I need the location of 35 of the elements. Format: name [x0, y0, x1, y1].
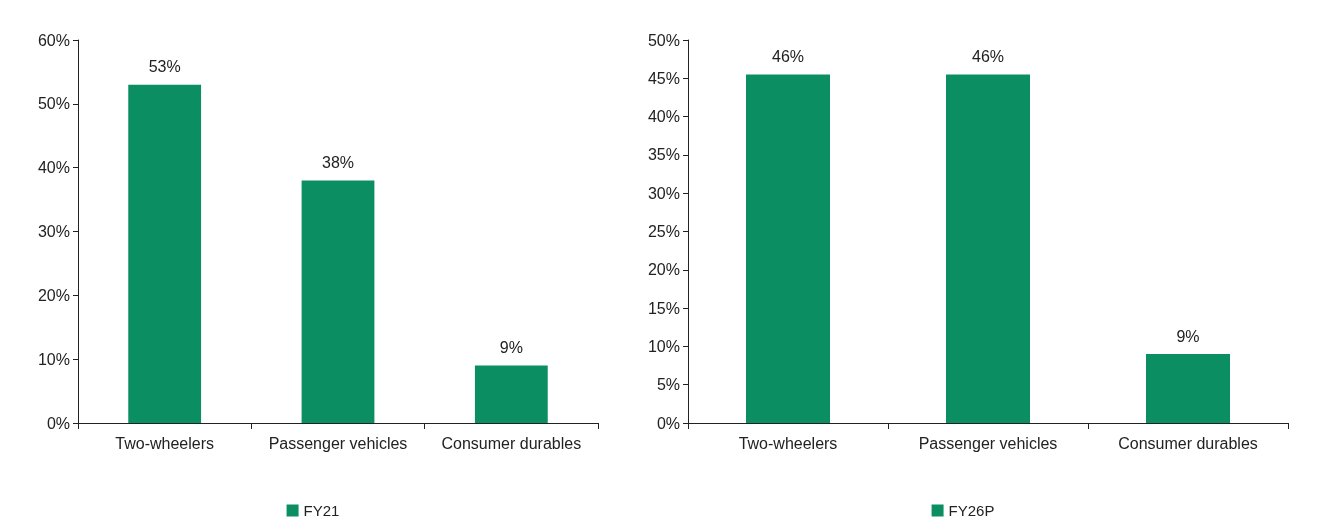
y-tick-label: 40%: [37, 159, 70, 177]
y-tick-label: 10%: [37, 350, 70, 368]
y-tick-label: 20%: [647, 261, 680, 279]
y-tick-label: 45%: [647, 69, 680, 87]
x-tick-label: Two-wheelers: [738, 434, 838, 452]
y-tick-label: 0%: [46, 414, 70, 432]
data-label: 9%: [1176, 327, 1200, 345]
legend-label: FY26P: [948, 502, 995, 519]
x-tick-label: Consumer durables: [441, 434, 582, 452]
y-tick-label: 20%: [37, 286, 70, 304]
y-tick-label: 5%: [656, 376, 680, 394]
y-tick-label: 10%: [647, 337, 680, 355]
x-tick-label: Two-wheelers: [115, 434, 215, 452]
x-tick-label: Consumer durables: [1118, 434, 1258, 452]
y-tick-label: 50%: [647, 31, 680, 49]
x-tick-label: Passenger vehicles: [918, 434, 1058, 452]
y-tick-label: 40%: [647, 108, 680, 126]
data-label: 46%: [771, 47, 805, 65]
y-tick-label: 30%: [37, 223, 70, 240]
y-tick-label: 15%: [647, 299, 680, 317]
y-tick-label: 60%: [37, 31, 70, 49]
data-label: 53%: [148, 58, 181, 76]
bar: [128, 84, 202, 423]
data-label: 38%: [321, 153, 355, 171]
data-label: 9%: [499, 339, 523, 357]
bar: [301, 180, 375, 423]
bar: [474, 365, 548, 423]
y-tick-label: 30%: [647, 184, 680, 202]
legend-label: FY21: [303, 502, 340, 519]
data-label: 46%: [971, 47, 1005, 65]
x-tick-label: Passenger vehicles: [268, 434, 408, 452]
y-tick-label: 25%: [647, 223, 680, 240]
y-tick-label: 50%: [37, 95, 70, 113]
y-tick-label: 35%: [647, 146, 680, 164]
y-tick-label: 0%: [656, 414, 680, 432]
